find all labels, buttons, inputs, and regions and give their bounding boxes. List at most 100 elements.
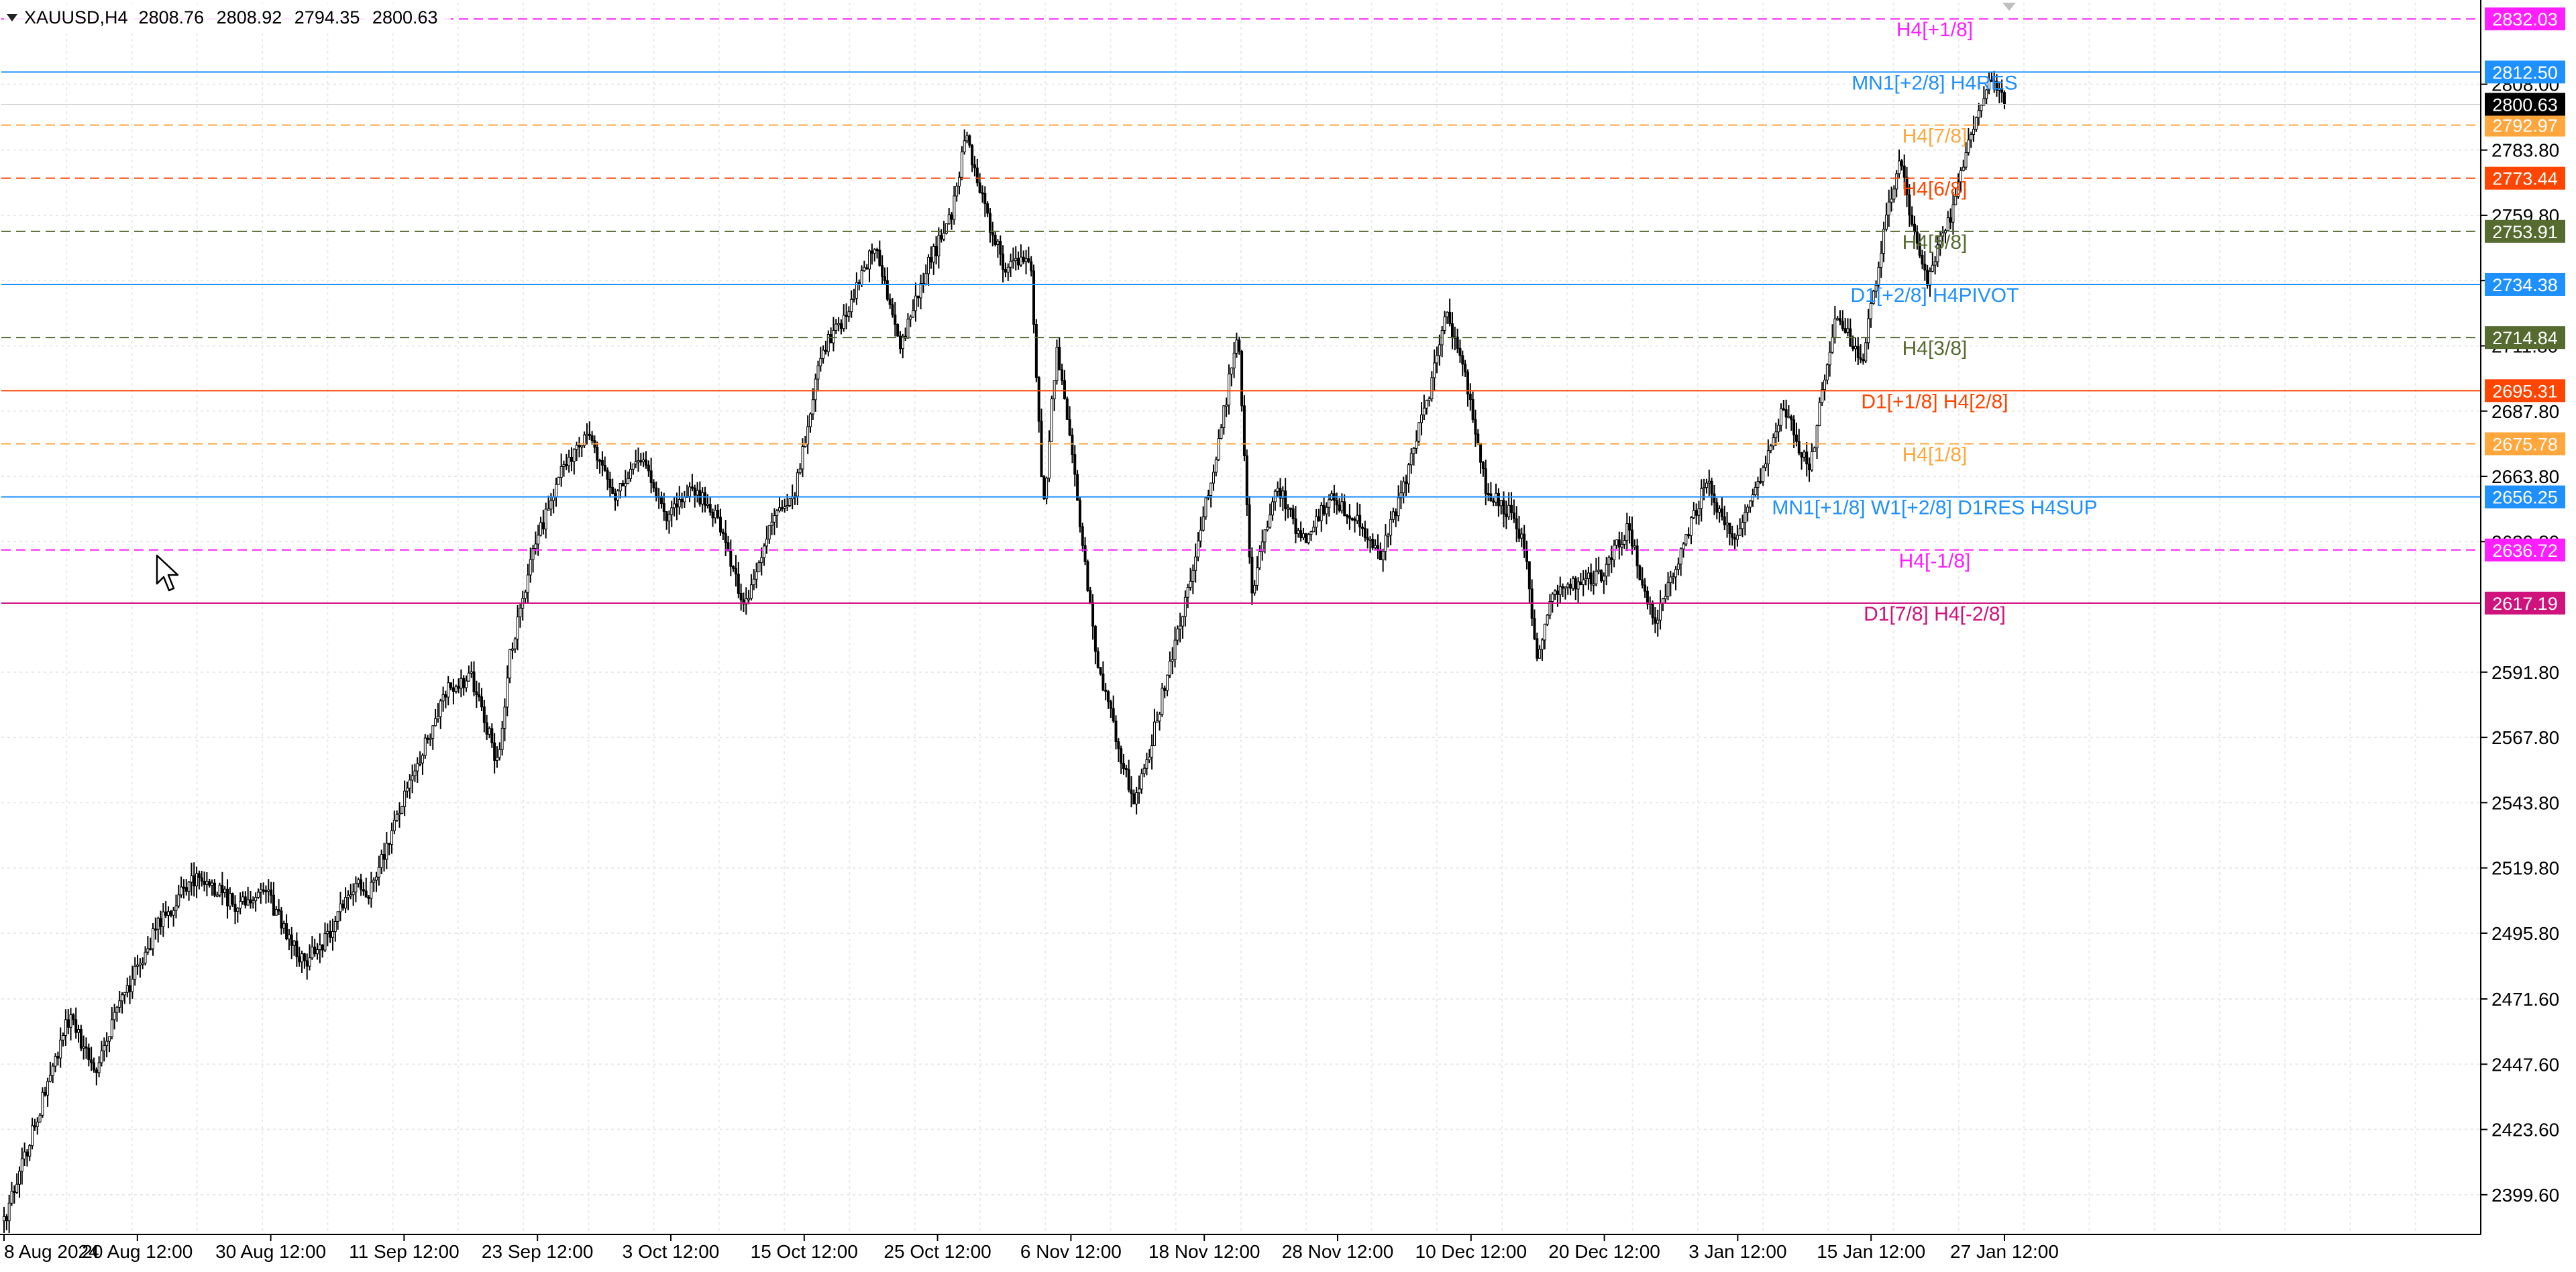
candle-bull xyxy=(1597,570,1601,572)
candle-bull xyxy=(82,1046,85,1049)
candle-bear xyxy=(1713,493,1716,503)
candle-bear xyxy=(249,899,252,904)
candle-bear xyxy=(1464,364,1467,372)
candle-bull xyxy=(1009,260,1012,268)
candle-bear xyxy=(457,686,460,689)
level-label: MN1[+1/8] W1[+2/8] D1RES H4SUP xyxy=(1772,497,2097,519)
candle-bull xyxy=(498,749,501,758)
candle-bull xyxy=(465,680,468,688)
candle-bull xyxy=(292,941,296,946)
candle-bear xyxy=(1361,527,1364,529)
triangle-down-icon[interactable] xyxy=(7,13,17,21)
candle-bear xyxy=(1371,539,1375,549)
candle-bull xyxy=(1425,400,1428,409)
candle-bear xyxy=(829,334,833,343)
candle-bull xyxy=(1142,767,1146,774)
candle-bull xyxy=(1977,110,1980,118)
candle-bear xyxy=(90,1059,93,1063)
candle-bear xyxy=(1610,557,1613,561)
time-tick-label: 8 Aug 2024 xyxy=(4,1241,99,1262)
candle-bull xyxy=(637,460,640,463)
candle-bull xyxy=(354,883,358,892)
candle-bull xyxy=(403,790,407,807)
candle-bear xyxy=(1063,380,1066,400)
candle-bull xyxy=(1384,535,1387,552)
level-label: H4[3/8] xyxy=(1902,337,1968,360)
candle-bear xyxy=(1068,419,1071,435)
candle-bull xyxy=(36,1121,39,1127)
candle-bear xyxy=(898,335,902,350)
candle-bull xyxy=(1592,583,1595,586)
candle-bull xyxy=(495,757,498,761)
candle-bull xyxy=(1220,427,1223,439)
candle-bear xyxy=(1474,419,1477,435)
candle-bull xyxy=(411,775,414,781)
candle-bull xyxy=(1595,570,1598,584)
candle-bull xyxy=(1210,482,1213,496)
candle-bull xyxy=(1225,405,1228,407)
candle-bull xyxy=(906,319,910,339)
candle-bear xyxy=(1841,321,1844,329)
candle-bull xyxy=(947,214,951,225)
candle-bull xyxy=(385,843,388,860)
candle-bear xyxy=(1468,393,1472,401)
candle-bear xyxy=(870,250,873,254)
candle-bull xyxy=(1256,567,1259,586)
candle-bull xyxy=(853,298,856,301)
candle-bear xyxy=(213,882,216,896)
candle-bull xyxy=(1391,511,1395,520)
candle-bull xyxy=(1271,501,1275,516)
candles-layer xyxy=(3,70,2006,1234)
level-price-badge xyxy=(2485,379,2565,403)
candle-bull xyxy=(370,882,373,899)
candle-bear xyxy=(231,893,234,905)
candle-bull xyxy=(752,578,755,586)
level-label: D1[+2/8] H4PIVOT xyxy=(1851,284,2019,307)
candle-bull xyxy=(311,947,314,959)
candle-bull xyxy=(51,1065,54,1076)
candle-bull xyxy=(1412,447,1415,454)
candle-bear xyxy=(1358,515,1362,528)
level-price-badge xyxy=(2485,591,2565,615)
candle-bear xyxy=(1908,194,1911,216)
candle-bull xyxy=(1746,507,1750,513)
candle-bull xyxy=(1417,422,1421,441)
candle-bull xyxy=(1281,490,1285,499)
mouse-pointer-icon xyxy=(156,554,179,592)
candle-bull xyxy=(788,498,792,507)
candle-bull xyxy=(529,559,532,576)
level-price-badge xyxy=(2485,60,2565,84)
candle-bear xyxy=(1405,481,1408,484)
candle-bear xyxy=(988,213,991,233)
price-tick-label: 2783.80 xyxy=(2491,140,2559,161)
candle-bull xyxy=(1672,576,1675,579)
candle-bull xyxy=(1962,166,1965,171)
level-price-badge xyxy=(2485,166,2565,190)
candle-bull xyxy=(1582,579,1585,585)
candle-bull xyxy=(392,820,396,831)
candle-bull xyxy=(1656,619,1660,624)
candle-bear xyxy=(303,953,306,961)
candle-bear xyxy=(472,671,476,692)
candle-bull xyxy=(1738,528,1741,536)
candle-bear xyxy=(1487,493,1490,496)
candle-bear xyxy=(1083,545,1087,562)
candle-bull xyxy=(1892,189,1896,200)
candle-bull xyxy=(31,1125,34,1147)
candle-bear xyxy=(1525,549,1528,562)
candle-bull xyxy=(506,678,509,708)
candle-bull xyxy=(1201,516,1205,531)
candle-bear xyxy=(1117,741,1120,749)
candle-bull xyxy=(552,496,555,501)
candle-bull xyxy=(460,678,463,689)
candle-bull xyxy=(1540,639,1544,650)
candle-bull xyxy=(534,543,537,549)
candle-bull xyxy=(1576,581,1580,590)
time-tick-label: 3 Oct 12:00 xyxy=(623,1241,720,1262)
candle-bull xyxy=(1409,453,1413,466)
level-label: H4[7/8] xyxy=(1902,125,1968,148)
candle-bear xyxy=(729,550,733,567)
candle-bull xyxy=(914,295,917,311)
